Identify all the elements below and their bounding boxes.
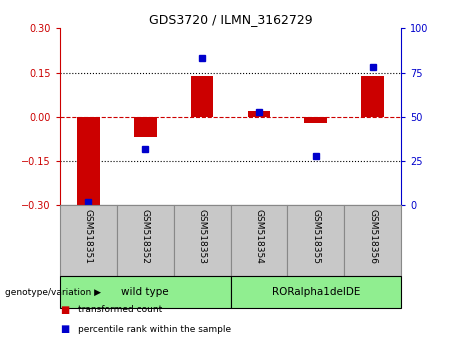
- Text: GSM518355: GSM518355: [311, 209, 320, 264]
- Text: genotype/variation ▶: genotype/variation ▶: [5, 287, 100, 297]
- Text: wild type: wild type: [121, 287, 169, 297]
- Text: transformed count: transformed count: [78, 305, 163, 314]
- Bar: [304, 117, 327, 123]
- Bar: [77, 117, 100, 205]
- Text: RORalpha1delDE: RORalpha1delDE: [272, 287, 360, 297]
- Text: ■: ■: [60, 324, 69, 334]
- Bar: [134, 117, 157, 137]
- Title: GDS3720 / ILMN_3162729: GDS3720 / ILMN_3162729: [149, 13, 312, 26]
- Bar: [248, 111, 270, 117]
- Text: ■: ■: [60, 305, 69, 315]
- Text: percentile rank within the sample: percentile rank within the sample: [78, 325, 231, 334]
- Bar: [287, 205, 344, 276]
- Bar: [344, 205, 401, 276]
- Text: GSM518352: GSM518352: [141, 209, 150, 264]
- Bar: [361, 75, 384, 117]
- Bar: [230, 205, 287, 276]
- Text: GSM518356: GSM518356: [368, 209, 377, 264]
- Text: GSM518354: GSM518354: [254, 209, 263, 264]
- Text: GSM518353: GSM518353: [198, 209, 207, 264]
- Text: GSM518351: GSM518351: [84, 209, 93, 264]
- Bar: [230, 276, 401, 308]
- Bar: [191, 75, 213, 117]
- Bar: [60, 205, 117, 276]
- Bar: [117, 205, 174, 276]
- Bar: [60, 276, 230, 308]
- Bar: [174, 205, 230, 276]
